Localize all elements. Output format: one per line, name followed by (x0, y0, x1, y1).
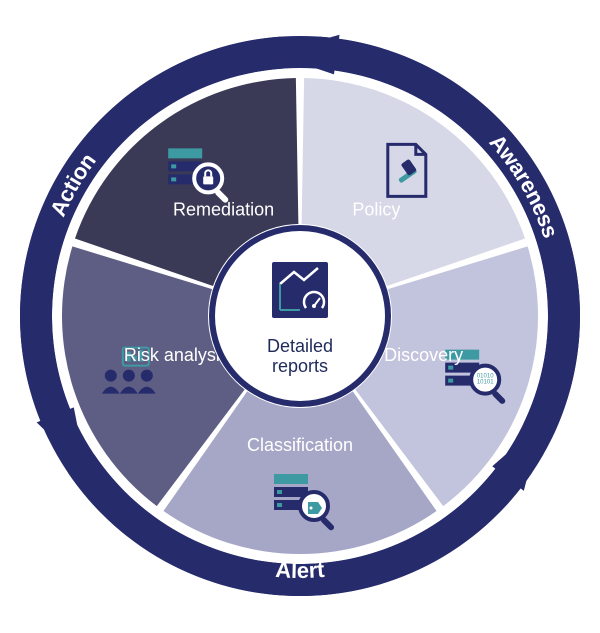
hub-label: reports (272, 356, 328, 376)
segment-label-remediation: Remediation (173, 200, 274, 220)
segment-label-risk: Risk analysis (124, 345, 229, 365)
ring-label-alert: Alert (275, 557, 326, 583)
segment-label-discovery: Discovery (384, 345, 463, 365)
cycle-diagram: ActionAwarenessAlertPolicy0101010101Disc… (0, 0, 600, 633)
segment-label-classification: Classification (247, 435, 353, 455)
segment-label-policy: Policy (352, 200, 400, 220)
hub-label: Detailed (267, 336, 333, 356)
svg-text:10101: 10101 (477, 380, 494, 386)
reports-icon (272, 262, 328, 318)
